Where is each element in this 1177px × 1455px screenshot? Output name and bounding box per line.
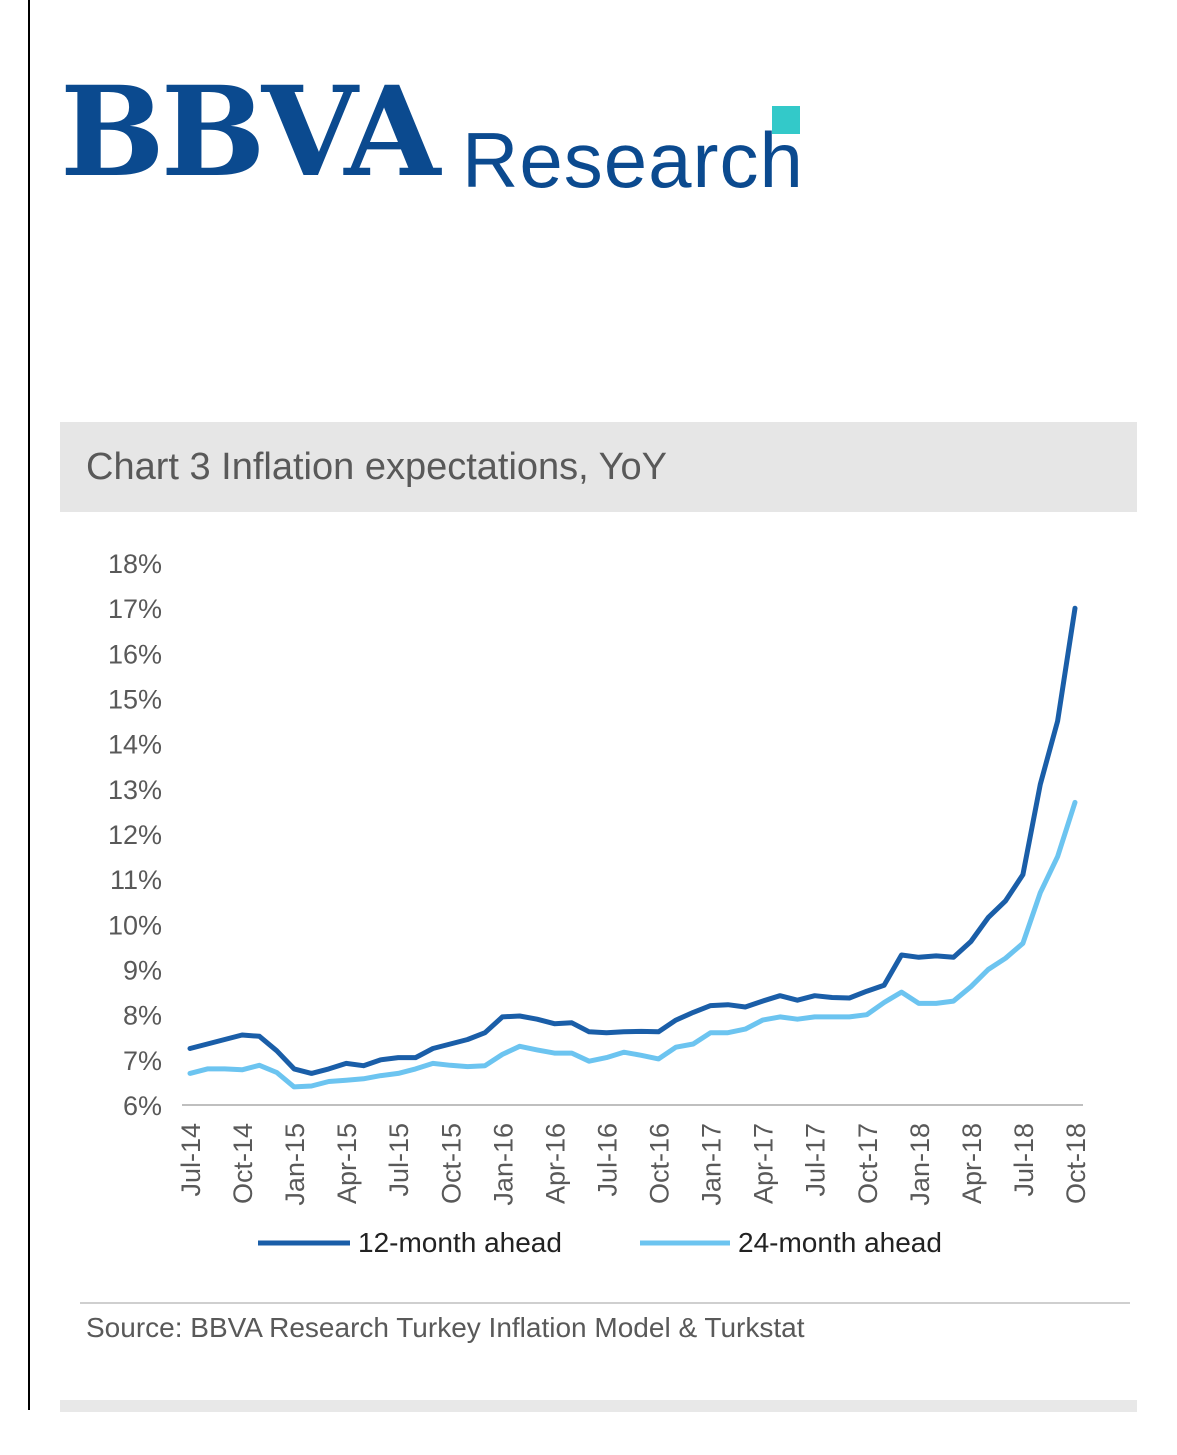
source-divider bbox=[80, 1302, 1130, 1304]
y-tick-label: 14% bbox=[108, 730, 162, 760]
x-tick-label: Jan-17 bbox=[697, 1123, 727, 1206]
x-tick-label: Oct-18 bbox=[1061, 1123, 1091, 1204]
inflation-expectations-chart: 18% 17% 16% 15% 14% 13% 12% 11% 10% 9% 8% 7% 6% Jul-… bbox=[108, 549, 1091, 1258]
x-tick-label: Jul-17 bbox=[801, 1123, 831, 1197]
y-tick-label: 16% bbox=[108, 639, 162, 669]
y-tick-label: 9% bbox=[123, 956, 162, 986]
x-tick-label: Oct-15 bbox=[436, 1123, 466, 1204]
y-tick-label: 6% bbox=[123, 1091, 162, 1121]
y-tick-label: 15% bbox=[108, 685, 162, 715]
x-tick-label: Oct-14 bbox=[228, 1123, 258, 1204]
page-left-border bbox=[28, 0, 30, 1410]
x-tick-label: Jul-14 bbox=[176, 1123, 206, 1197]
logo-bbva-wordmark: BBVA bbox=[60, 60, 440, 205]
x-tick-label: Jan-16 bbox=[488, 1123, 518, 1206]
legend-label: 24-month ahead bbox=[738, 1227, 942, 1258]
x-tick-label: Apr-16 bbox=[540, 1123, 570, 1204]
chart-legend: 12-month ahead 24-month ahead bbox=[258, 1227, 942, 1258]
x-axis: Jul-14 Oct-14 Jan-15 Apr-15 Jul-15 Oct-15 Jan-… bbox=[176, 1123, 1091, 1206]
x-tick-label: Oct-17 bbox=[853, 1123, 883, 1204]
bottom-band bbox=[60, 1400, 1137, 1412]
x-tick-label: Apr-18 bbox=[957, 1123, 987, 1204]
y-tick-label: 13% bbox=[108, 775, 162, 805]
y-tick-label: 17% bbox=[108, 594, 162, 624]
x-tick-label: Apr-17 bbox=[749, 1123, 779, 1204]
x-tick-label: Jul-16 bbox=[592, 1123, 622, 1197]
chart-title-band: Chart 3 Inflation expectations, YoY bbox=[60, 422, 1137, 512]
y-tick-label: 12% bbox=[108, 820, 162, 850]
y-axis: 18% 17% 16% 15% 14% 13% 12% 11% 10% 9% 8% 7% 6% bbox=[108, 549, 162, 1121]
x-tick-label: Apr-15 bbox=[332, 1123, 362, 1204]
source-note: Source: BBVA Research Turkey Inflation M… bbox=[86, 1312, 805, 1343]
y-tick-label: 11% bbox=[110, 865, 162, 895]
x-tick-label: Oct-16 bbox=[645, 1123, 675, 1204]
x-tick-label: Jul-15 bbox=[384, 1123, 414, 1197]
chart-title: Chart 3 Inflation expectations, YoY bbox=[86, 446, 667, 488]
legend-label: 12-month ahead bbox=[358, 1227, 562, 1258]
series-line-12-month-ahead bbox=[187, 605, 1078, 1076]
x-tick-label: Jan-18 bbox=[905, 1123, 935, 1206]
x-tick-label: Jul-18 bbox=[1009, 1123, 1039, 1197]
series-line-24-month-ahead bbox=[187, 799, 1078, 1090]
y-tick-label: 18% bbox=[108, 549, 162, 579]
x-tick-label: Jan-15 bbox=[280, 1123, 310, 1206]
logo-research-wordmark: Research bbox=[462, 116, 804, 204]
y-tick-label: 10% bbox=[108, 910, 162, 940]
y-tick-label: 7% bbox=[123, 1046, 162, 1076]
logo-accent-square bbox=[772, 106, 800, 134]
y-tick-label: 8% bbox=[123, 1001, 162, 1031]
series-lines bbox=[187, 605, 1078, 1090]
